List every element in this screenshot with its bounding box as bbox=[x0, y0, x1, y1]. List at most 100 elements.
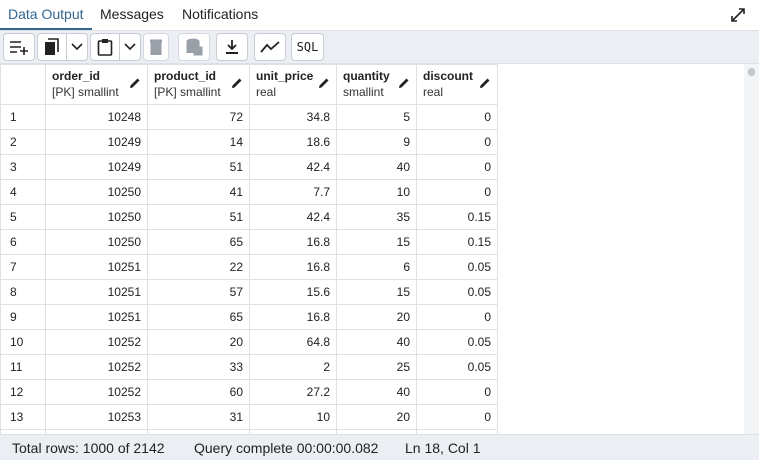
pencil-icon[interactable] bbox=[318, 77, 330, 89]
table-row[interactable]: 2 10249 14 18.6 9 0 bbox=[0, 129, 498, 155]
table-cell[interactable]: 10252 bbox=[45, 379, 148, 405]
row-number-cell[interactable]: 2 bbox=[0, 129, 46, 155]
table-cell[interactable]: 20 bbox=[147, 329, 250, 355]
table-cell[interactable]: 16.8 bbox=[249, 304, 337, 330]
table-cell[interactable]: 33 bbox=[147, 354, 250, 380]
table-cell[interactable]: 0.15 bbox=[416, 204, 498, 230]
table-cell[interactable]: 0.05 bbox=[416, 279, 498, 305]
table-cell[interactable]: 2 bbox=[249, 354, 337, 380]
table-cell[interactable]: 10 bbox=[249, 404, 337, 430]
row-number-cell[interactable]: 8 bbox=[0, 279, 46, 305]
table-cell[interactable]: 72 bbox=[147, 104, 250, 130]
table-cell[interactable]: 42.4 bbox=[249, 204, 337, 230]
table-cell[interactable]: 51 bbox=[147, 204, 250, 230]
table-row[interactable]: 14 bbox=[0, 429, 498, 434]
table-cell[interactable]: 65 bbox=[147, 229, 250, 255]
row-number-cell[interactable]: 1 bbox=[0, 104, 46, 130]
column-header[interactable]: product_id [PK] smallint bbox=[147, 64, 250, 105]
row-number-cell[interactable]: 3 bbox=[0, 154, 46, 180]
sql-button[interactable]: SQL bbox=[291, 33, 324, 61]
table-cell[interactable]: 20 bbox=[336, 304, 417, 330]
table-cell[interactable]: 15 bbox=[336, 279, 417, 305]
delete-button[interactable] bbox=[143, 33, 169, 61]
pencil-icon[interactable] bbox=[129, 77, 141, 89]
table-cell[interactable] bbox=[416, 429, 498, 434]
row-number-cell[interactable]: 6 bbox=[0, 229, 46, 255]
table-cell[interactable]: 10 bbox=[336, 179, 417, 205]
table-cell[interactable]: 27.2 bbox=[249, 379, 337, 405]
table-cell[interactable]: 15 bbox=[336, 229, 417, 255]
table-row[interactable]: 13 10253 31 10 20 0 bbox=[0, 404, 498, 430]
table-row[interactable]: 9 10251 65 16.8 20 0 bbox=[0, 304, 498, 330]
table-row[interactable]: 7 10251 22 16.8 6 0.05 bbox=[0, 254, 498, 280]
table-cell[interactable]: 0.05 bbox=[416, 329, 498, 355]
table-row[interactable]: 3 10249 51 42.4 40 0 bbox=[0, 154, 498, 180]
table-row[interactable]: 5 10250 51 42.4 35 0.15 bbox=[0, 204, 498, 230]
table-cell[interactable]: 0 bbox=[416, 129, 498, 155]
pencil-icon[interactable] bbox=[479, 77, 491, 89]
row-number-cell[interactable]: 13 bbox=[0, 404, 46, 430]
table-row[interactable]: 10 10252 20 64.8 40 0.05 bbox=[0, 329, 498, 355]
table-row[interactable]: 6 10250 65 16.8 15 0.15 bbox=[0, 229, 498, 255]
table-cell[interactable]: 60 bbox=[147, 379, 250, 405]
graph-visualiser-button[interactable] bbox=[254, 33, 286, 61]
row-number-cell[interactable]: 7 bbox=[0, 254, 46, 280]
table-cell[interactable]: 51 bbox=[147, 154, 250, 180]
row-number-cell[interactable]: 12 bbox=[0, 379, 46, 405]
pencil-icon[interactable] bbox=[398, 77, 410, 89]
table-cell[interactable]: 20 bbox=[336, 404, 417, 430]
copy-button[interactable] bbox=[37, 33, 67, 61]
table-cell[interactable]: 40 bbox=[336, 154, 417, 180]
expand-icon[interactable] bbox=[729, 6, 747, 24]
save-data-button[interactable] bbox=[178, 33, 210, 61]
table-cell[interactable]: 10251 bbox=[45, 304, 148, 330]
table-cell[interactable]: 0 bbox=[416, 379, 498, 405]
row-number-cell[interactable]: 11 bbox=[0, 354, 46, 380]
table-cell[interactable]: 34.8 bbox=[249, 104, 337, 130]
table-cell[interactable]: 10252 bbox=[45, 354, 148, 380]
table-cell[interactable]: 0 bbox=[416, 104, 498, 130]
table-row[interactable]: 1 10248 72 34.8 5 0 bbox=[0, 104, 498, 130]
table-cell[interactable]: 0.05 bbox=[416, 254, 498, 280]
column-header[interactable]: discount real bbox=[416, 64, 498, 105]
scrollbar-thumb[interactable] bbox=[748, 68, 755, 76]
table-cell[interactable]: 41 bbox=[147, 179, 250, 205]
table-cell[interactable]: 7.7 bbox=[249, 179, 337, 205]
table-cell[interactable]: 40 bbox=[336, 379, 417, 405]
table-cell[interactable]: 10251 bbox=[45, 254, 148, 280]
table-cell[interactable]: 40 bbox=[336, 329, 417, 355]
table-cell[interactable]: 18.6 bbox=[249, 129, 337, 155]
table-cell[interactable]: 10250 bbox=[45, 204, 148, 230]
tab-data-output[interactable]: Data Output bbox=[0, 0, 92, 30]
vertical-scrollbar[interactable] bbox=[744, 64, 759, 434]
table-cell[interactable]: 10250 bbox=[45, 179, 148, 205]
table-cell[interactable]: 6 bbox=[336, 254, 417, 280]
table-row[interactable]: 4 10250 41 7.7 10 0 bbox=[0, 179, 498, 205]
table-cell[interactable]: 42.4 bbox=[249, 154, 337, 180]
row-number-cell[interactable]: 5 bbox=[0, 204, 46, 230]
table-cell[interactable]: 0 bbox=[416, 304, 498, 330]
column-header[interactable]: order_id [PK] smallint bbox=[45, 64, 148, 105]
tab-notifications[interactable]: Notifications bbox=[182, 6, 259, 22]
table-cell[interactable]: 0.15 bbox=[416, 229, 498, 255]
download-button[interactable] bbox=[216, 33, 248, 61]
table-cell[interactable]: 16.8 bbox=[249, 229, 337, 255]
row-number-header[interactable] bbox=[0, 64, 46, 105]
row-number-cell[interactable]: 9 bbox=[0, 304, 46, 330]
table-row[interactable]: 11 10252 33 2 25 0.05 bbox=[0, 354, 498, 380]
table-cell[interactable]: 0 bbox=[416, 154, 498, 180]
table-cell[interactable]: 31 bbox=[147, 404, 250, 430]
table-cell[interactable]: 22 bbox=[147, 254, 250, 280]
table-cell[interactable]: 14 bbox=[147, 129, 250, 155]
table-cell[interactable]: 10252 bbox=[45, 329, 148, 355]
table-cell[interactable]: 9 bbox=[336, 129, 417, 155]
row-number-cell[interactable]: 4 bbox=[0, 179, 46, 205]
column-header[interactable]: quantity smallint bbox=[336, 64, 417, 105]
add-row-button[interactable] bbox=[3, 33, 35, 61]
table-row[interactable]: 12 10252 60 27.2 40 0 bbox=[0, 379, 498, 405]
table-cell[interactable]: 10251 bbox=[45, 279, 148, 305]
paste-button[interactable] bbox=[90, 33, 120, 61]
table-cell[interactable]: 57 bbox=[147, 279, 250, 305]
column-header[interactable]: unit_price real bbox=[249, 64, 337, 105]
table-cell[interactable]: 10248 bbox=[45, 104, 148, 130]
